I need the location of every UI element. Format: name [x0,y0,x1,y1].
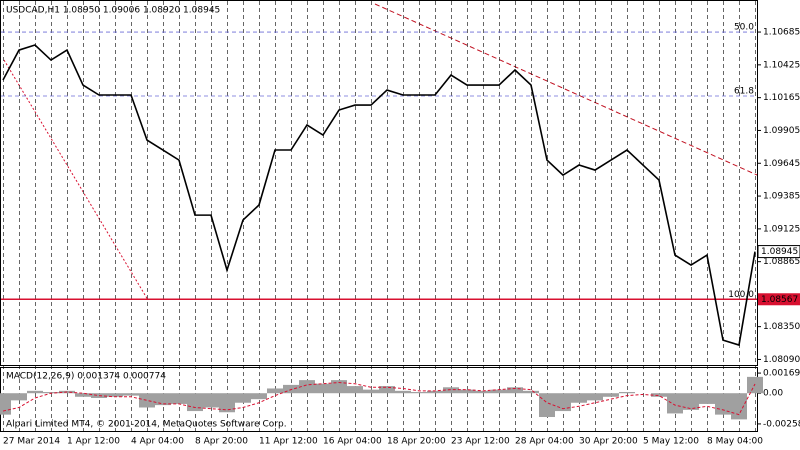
macd-bar [491,389,507,394]
chart-title: USDCAD,H1 1.08950 1.09006 1.08920 1.0894… [6,6,220,16]
x-tick-label: 8 Apr 20:00 [195,437,248,447]
x-tick-label: 1 Apr 12:00 [67,437,120,447]
x-tick-label: 23 Apr 12:00 [451,437,510,447]
level-label: 61.8 [734,87,754,97]
y-tick-label: 0.001693 [763,369,800,379]
x-tick-label: 18 Apr 20:00 [387,437,446,447]
y-tick-label: 1.09645 [763,159,800,169]
macd-bar [667,393,683,414]
macd-bar [187,393,203,412]
macd-bar [11,393,27,401]
x-tick-label: 27 Mar 2014 [3,437,60,447]
level-label: 100.0 [728,290,754,300]
macd-bar [475,390,491,394]
x-tick-label: 5 May 12:00 [643,437,699,447]
macd-bar [27,390,43,394]
macd-bar [571,393,587,403]
macd-bar [315,383,331,394]
macd-bar [411,392,427,394]
macd-bar [251,393,267,400]
x-tick-label: 30 Apr 20:00 [579,437,638,447]
y-tick-label: 1.08350 [763,322,800,332]
x-tick-label: 4 Apr 04:00 [131,437,184,447]
macd-bar [0,393,11,415]
macd-bar [91,393,107,398]
macd-bar [219,393,235,413]
y-tick-label: 1.10165 [763,93,800,103]
macd-bar [203,393,219,408]
y-tick-label: -0.002581 [763,419,800,429]
x-tick-label: 11 Apr 12:00 [259,437,318,447]
macd-bar [555,393,571,412]
copyright: Alpari Limited MT4, © 2001-2014, MetaQuo… [6,420,287,430]
macd-bar [523,390,539,394]
macd-bar [299,380,315,394]
y-tick-label: 1.10425 [763,60,800,70]
signal-line [2,382,756,416]
x-tick-label: 8 May 04:00 [707,437,763,447]
macd-title: MACD(12,26,9) 0.001374 0.000774 [6,372,166,382]
macd-bar [395,390,411,394]
main-frame [0,0,758,366]
level-price-box [758,293,800,306]
macd-bar [155,393,171,406]
macd-bar [139,393,155,408]
y-tick-label: 1.10685 [763,28,800,38]
x-tick-label: 16 Apr 04:00 [323,437,382,447]
macd-bar [587,393,603,401]
trend-line [374,3,758,176]
level-label: 50.0 [734,23,754,33]
current-price-box [757,245,800,259]
macd-bar [75,393,91,397]
price-line [2,44,756,347]
macd-bar [699,393,715,404]
macd-bar [267,388,283,394]
y-tick-label: 1.09385 [763,192,800,202]
macd-bar [443,387,459,394]
macd-bar [43,392,59,394]
macd-bar [331,380,347,394]
current-price-label: 1.08945 [761,247,798,257]
macd-bar [363,389,379,394]
macd-bar [347,386,363,394]
macd-bar [459,389,475,394]
x-tick-label: 28 Apr 04:00 [515,437,574,447]
macd-bar [651,393,667,397]
y-tick-label: 1.09905 [763,126,800,136]
macd-bar [235,393,251,403]
macd-bar [619,392,635,394]
macd-bar [123,393,139,396]
level-price-label: 1.08567 [761,295,798,305]
fib-line [3,59,149,301]
macd-bar [603,393,619,397]
y-tick-label: 0.00 [763,389,783,399]
macd-bar [427,390,443,394]
macd-bar [539,393,555,418]
y-tick-label: 1.08865 [763,257,800,267]
y-tick-label: 1.09125 [763,224,800,234]
y-tick-label: 1.08090 [763,355,800,365]
macd-bar [683,393,699,410]
macd-bar [171,393,187,404]
macd-bar [283,384,299,394]
macd-bar [107,393,123,397]
macd-bar [507,387,523,394]
macd-bar [731,393,747,420]
macd-bar [379,386,395,394]
